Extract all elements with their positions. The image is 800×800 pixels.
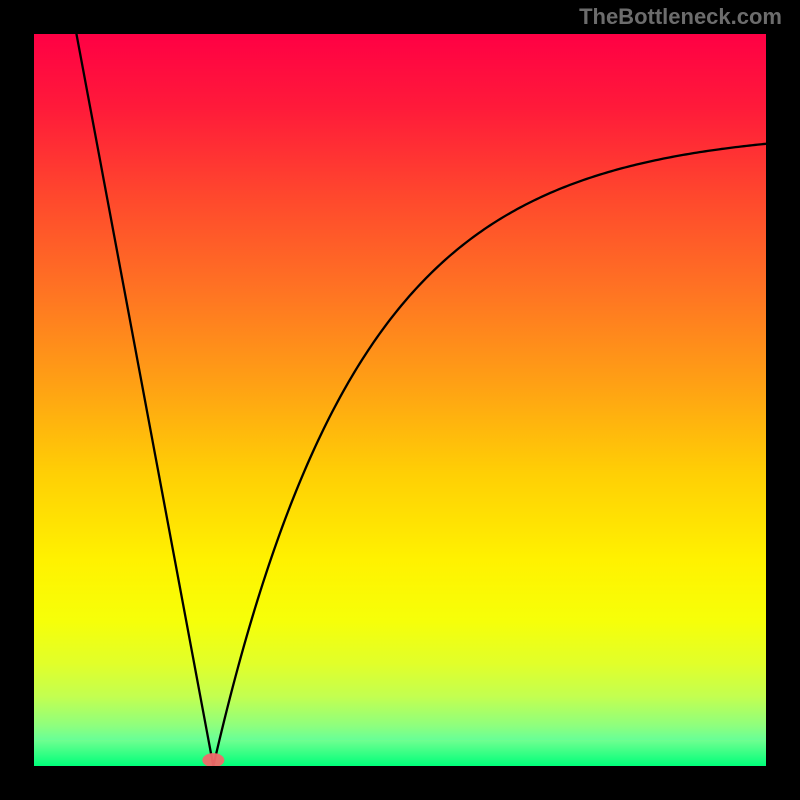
chart-frame: TheBottleneck.com: [0, 0, 800, 800]
bottleneck-curve: [76, 34, 766, 766]
vertex-marker: [202, 753, 224, 766]
watermark-text: TheBottleneck.com: [579, 4, 782, 30]
plot-area: [34, 34, 766, 766]
curve-layer: [34, 34, 766, 766]
